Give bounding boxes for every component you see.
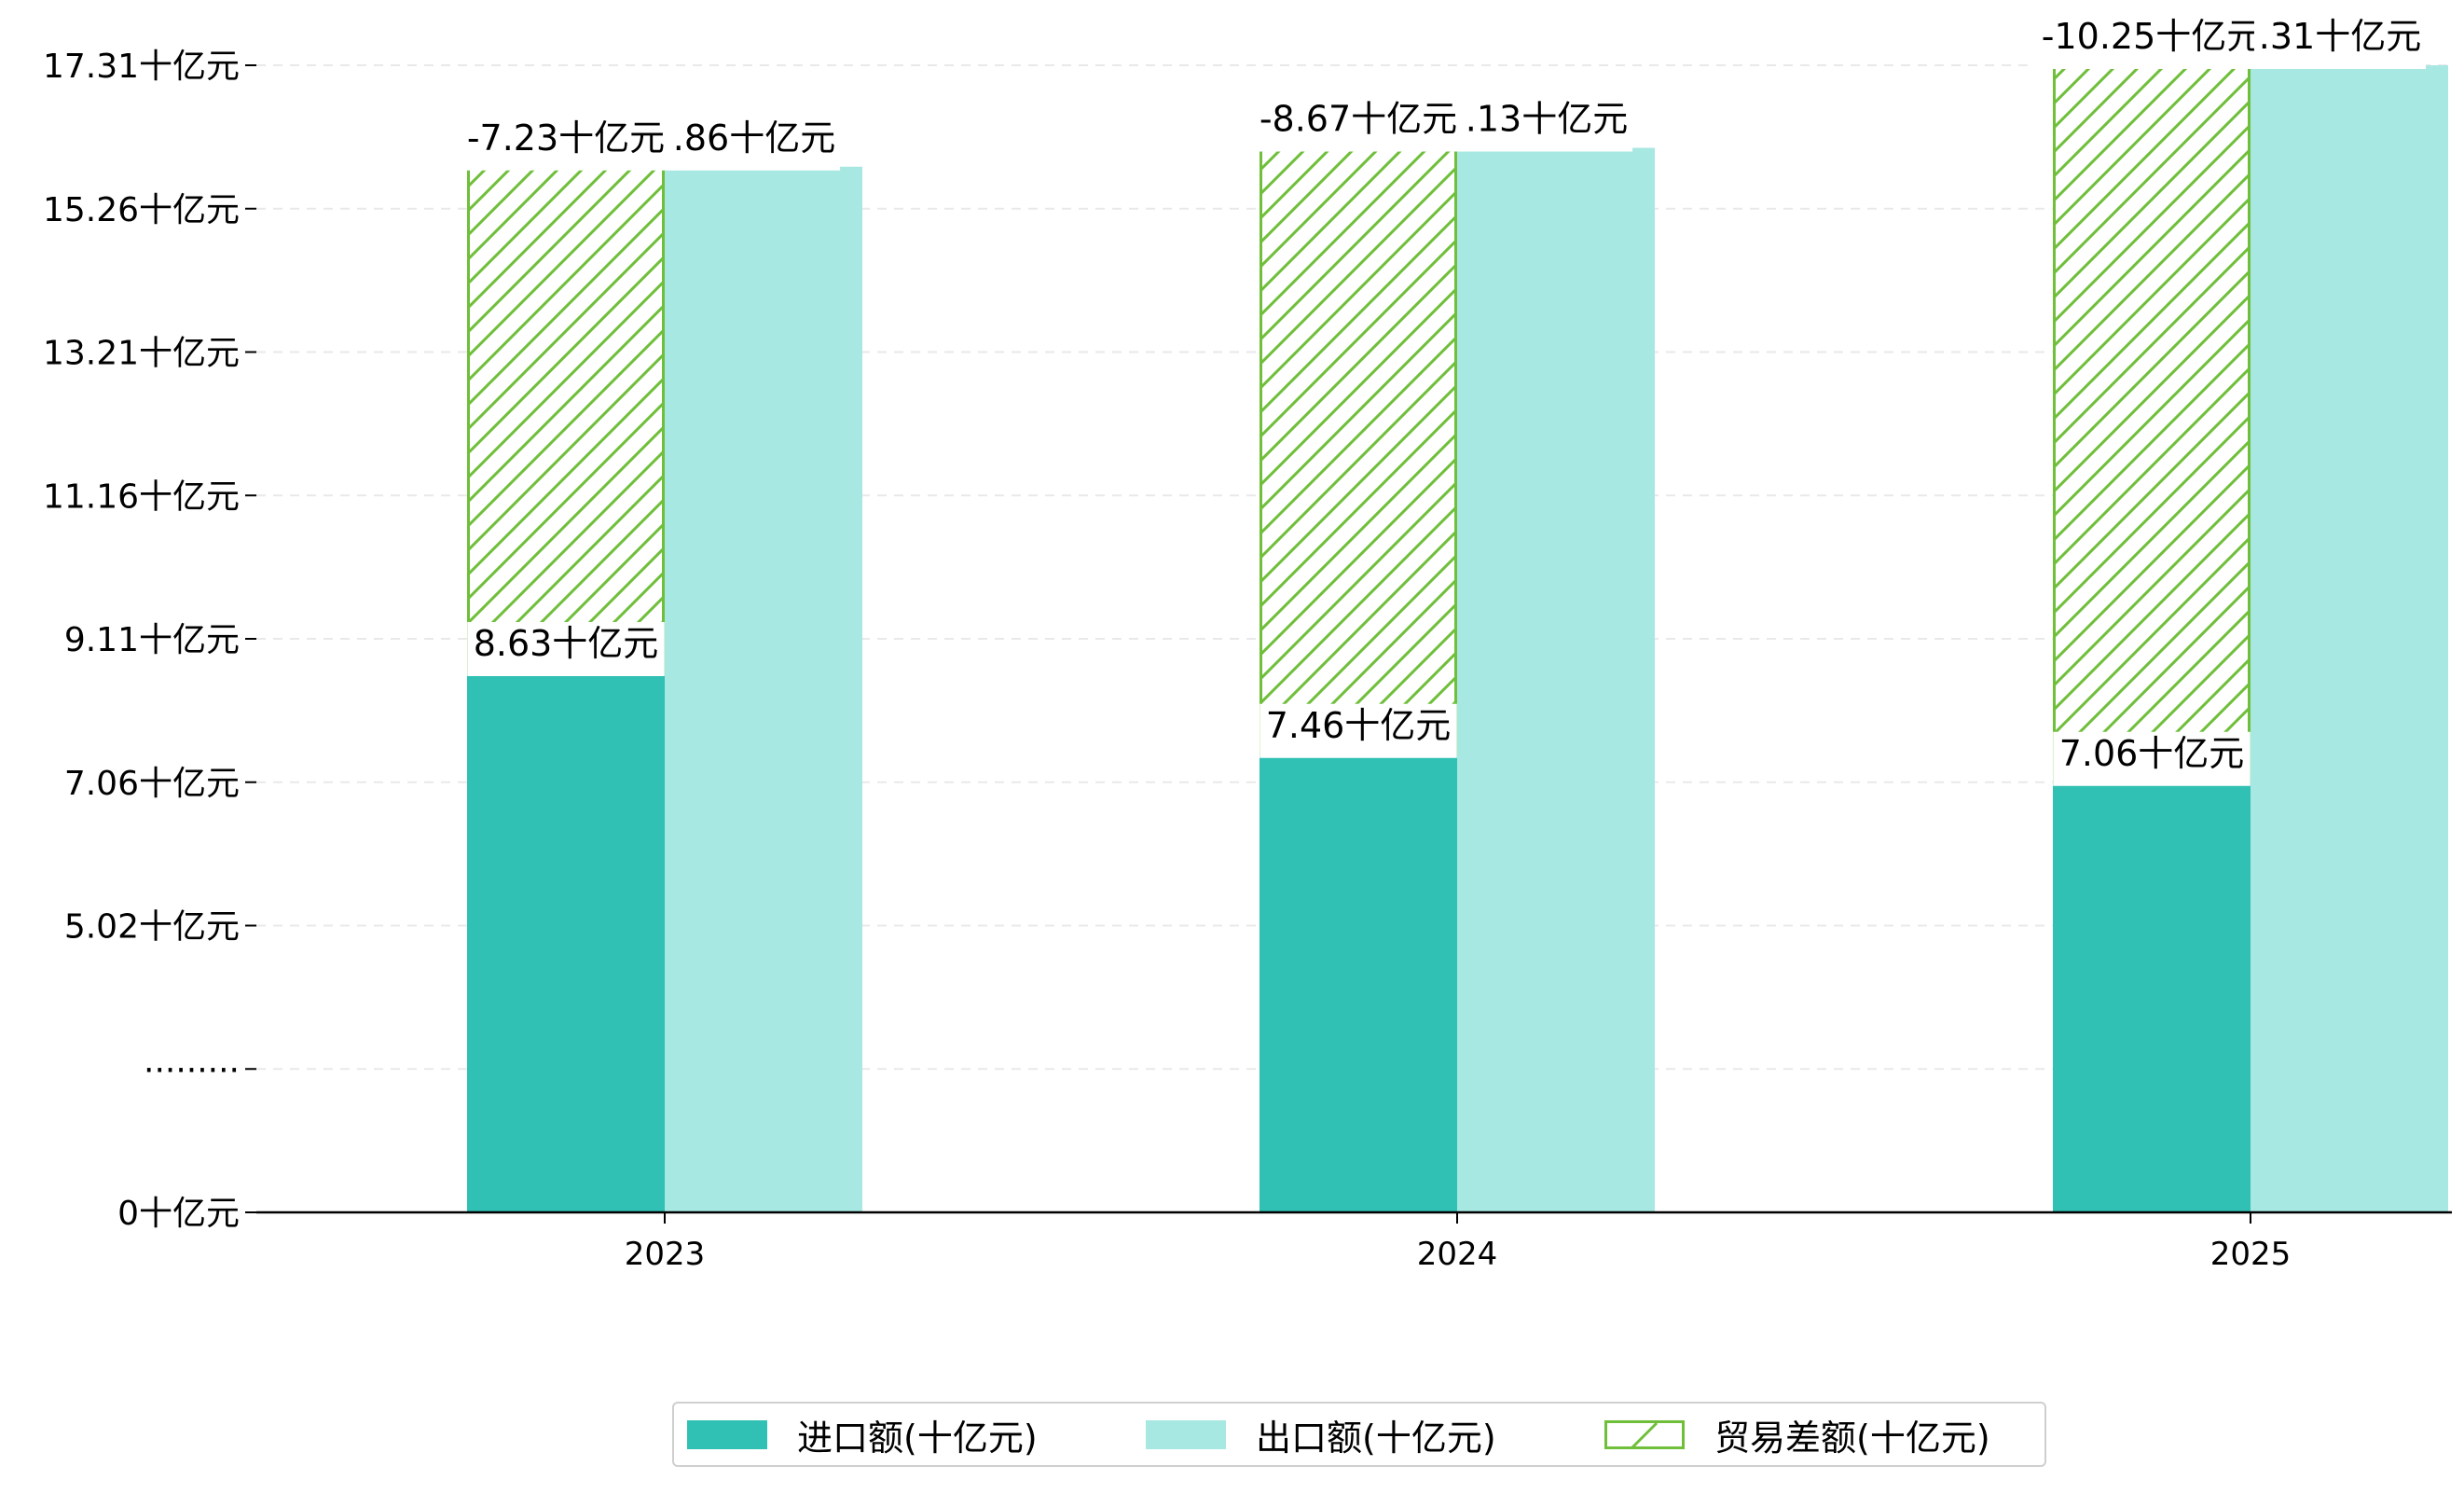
x-tick-label: 2023	[625, 1236, 706, 1273]
bar-import	[1260, 754, 1457, 1212]
data-label-export: .86十亿元	[673, 118, 835, 159]
data-label-export-bg	[1460, 97, 1633, 152]
legend-label-import: 进口额(十亿元)	[797, 1417, 1038, 1459]
legend-item-export: 出口额(十亿元)	[1146, 1404, 1496, 1465]
x-tick-label: 2024	[1417, 1236, 1498, 1273]
bar-export	[1457, 147, 1655, 1212]
y-tick-label: ·········	[144, 1051, 240, 1089]
data-label-balance-bg	[1246, 97, 1470, 152]
y-tick-label: 11.16十亿元	[43, 477, 240, 516]
x-tick-label: 2025	[2210, 1236, 2292, 1273]
y-tick-label: 13.21十亿元	[43, 335, 240, 373]
data-label-import-bg	[2053, 731, 2251, 786]
data-label-import: 7.46十亿元	[1266, 705, 1452, 746]
data-label-export: .13十亿元	[1466, 99, 1628, 140]
data-label-import-bg	[467, 622, 665, 676]
data-labels: 8.63十亿元 -7.23十亿元 .86十亿元 7.46十亿元 -8.67十亿元 .13十…	[454, 15, 2427, 786]
legend-item-balance: 贸易差额(十亿元)	[1604, 1404, 1990, 1465]
bar-export	[2251, 65, 2448, 1212]
legend-label-export: 出口额(十亿元)	[1256, 1417, 1496, 1459]
data-label-balance: -7.23十亿元	[467, 118, 665, 159]
y-tick-label: 5.02十亿元	[64, 908, 240, 947]
y-tick-label: 15.26十亿元	[43, 191, 240, 229]
legend-item-import: 进口额(十亿元)	[687, 1404, 1038, 1465]
data-label-import-bg	[1260, 703, 1457, 758]
y-tick-label: 9.11十亿元	[64, 621, 240, 659]
y-tick-label: 17.31十亿元	[43, 48, 240, 86]
bar-import	[2053, 782, 2251, 1212]
bar-balance	[467, 165, 665, 674]
data-label-balance: -10.25十亿元	[2042, 16, 2263, 57]
legend-label-balance: 贸易差额(十亿元)	[1714, 1417, 1990, 1459]
bar-export	[665, 166, 862, 1212]
bar-balance	[1260, 146, 1457, 756]
data-label-balance-bg	[454, 116, 678, 171]
axes: 0十亿元 ········· 5.02十亿元 7.06十亿元 9.11十亿元 11.16十…	[43, 48, 2452, 1273]
legend-swatch-balance	[1604, 1419, 1685, 1449]
data-label-import: 7.06十亿元	[2059, 733, 2245, 774]
data-label-import: 8.63十亿元	[474, 623, 659, 664]
legend-swatch-export	[1146, 1419, 1226, 1449]
data-label-export: .31十亿元	[2259, 16, 2421, 57]
bar-import	[467, 672, 665, 1212]
bars	[467, 63, 2448, 1212]
bar-balance	[2053, 63, 2251, 784]
legend: 进口额(十亿元) 出口额(十亿元) 贸易差额(十亿元)	[672, 1402, 2046, 1467]
y-tick-label: 0十亿元	[117, 1195, 240, 1233]
legend-swatch-import	[687, 1419, 767, 1449]
data-label-export-bg	[2253, 15, 2427, 69]
y-tick-label: 7.06十亿元	[64, 765, 240, 803]
data-label-balance: -8.67十亿元	[1260, 99, 1457, 140]
data-label-balance-bg	[2027, 15, 2277, 69]
data-label-export-bg	[668, 116, 841, 171]
